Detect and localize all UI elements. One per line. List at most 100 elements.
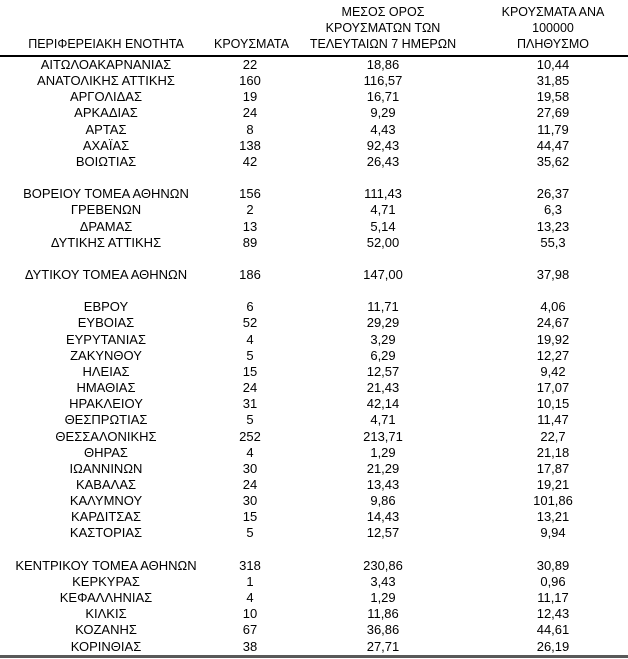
cell-cases: 6 bbox=[246, 299, 254, 315]
cell-per100k: 13,21 bbox=[536, 509, 570, 525]
table-row: ΑΧΑΪΑΣ 138 92,43 44,47 bbox=[0, 138, 628, 154]
table-row: ΚΕΝΤΡΙΚΟΥ ΤΟΜΕΑ ΑΘΗΝΩΝ 318 230,86 30,89 bbox=[0, 558, 628, 574]
table-row: ΕΥΡΥΤΑΝΙΑΣ 4 3,29 19,92 bbox=[0, 332, 628, 348]
cell-region: ΚΑΒΑΛΑΣ bbox=[75, 477, 137, 493]
cell-cases: 15 bbox=[242, 509, 258, 525]
cell-per100k: 19,58 bbox=[536, 89, 570, 105]
cell-per100k: 11,47 bbox=[537, 412, 569, 428]
table-row: ΒΟΡΕΙΟΥ ΤΟΜΕΑ ΑΘΗΝΩΝ 156 111,43 26,37 bbox=[0, 186, 628, 202]
cell-cases: 24 bbox=[242, 105, 258, 121]
cell-avg7: 36,86 bbox=[366, 622, 400, 638]
cell-cases: 67 bbox=[242, 622, 258, 638]
cell-per100k: 55,3 bbox=[540, 234, 566, 250]
table-row: ΔΡΑΜΑΣ 13 5,14 13,23 bbox=[0, 219, 628, 235]
table-row: ΚΑΛΥΜΝΟΥ 30 9,86 101,86 bbox=[0, 493, 628, 509]
cell-region: ΘΗΡΑΣ bbox=[84, 444, 128, 460]
cell-region: ΖΑΚΥΝΘΟΥ bbox=[70, 347, 142, 363]
cell-region: ΒΟΡΕΙΟΥ ΤΟΜΕΑ ΑΘΗΝΩΝ bbox=[23, 186, 189, 202]
table-row: ΚΙΛΚΙΣ 10 11,86 12,43 bbox=[0, 606, 628, 622]
cell-cases: 2 bbox=[246, 202, 254, 218]
cell-per100k: 31,85 bbox=[536, 73, 570, 89]
column-header-avg7: ΜΕΣΟΣ ΟΡΟΣ ΚΡΟΥΣΜΑΤΩΝ ΤΩΝ ΤΕΛΕΥΤΑΙΩΝ 7 Η… bbox=[288, 0, 478, 57]
cell-region: ΒΟΙΩΤΙΑΣ bbox=[75, 153, 137, 169]
cell-per100k: 26,19 bbox=[536, 638, 570, 654]
cell-avg7: 213,71 bbox=[363, 428, 403, 444]
cell-region: ΚΟΡΙΝΘΙΑΣ bbox=[70, 638, 142, 654]
cell-cases: 42 bbox=[242, 153, 258, 169]
spacer-row bbox=[0, 542, 628, 558]
cell-avg7: 116,57 bbox=[363, 73, 403, 89]
column-header-per100k: ΚΡΟΥΣΜΑΤΑ ΑΝΑ 100000 ΠΛΗΘΥΣΜΟ bbox=[478, 0, 628, 57]
cell-per100k: 12,43 bbox=[536, 606, 570, 622]
table-header: ΠΕΡΙΦΕΡΕΙΑΚΗ ΕΝΟΤΗΤΑ ΚΡΟΥΣΜΑΤΑ ΜΕΣΟΣ ΟΡΟ… bbox=[0, 0, 628, 57]
cell-per100k: 24,67 bbox=[536, 315, 570, 331]
table-row: ΑΙΤΩΛΟΑΚΑΡΝΑΝΙΑΣ 22 18,86 10,44 bbox=[0, 56, 628, 73]
spacer-row bbox=[0, 251, 628, 267]
cell-avg7: 18,86 bbox=[366, 57, 400, 72]
cell-avg7: 21,43 bbox=[366, 380, 400, 396]
table-row: ΗΡΑΚΛΕΙΟΥ 31 42,14 10,15 bbox=[0, 396, 628, 412]
cell-avg7: 9,29 bbox=[370, 105, 396, 121]
cell-per100k: 10,44 bbox=[536, 57, 570, 72]
cell-avg7: 27,71 bbox=[366, 638, 400, 654]
cell-cases: 15 bbox=[242, 363, 258, 379]
cell-cases: 19 bbox=[242, 89, 258, 105]
cell-region: ΑΡΓΟΛΙΔΑΣ bbox=[69, 89, 143, 105]
cell-cases: 13 bbox=[242, 218, 258, 234]
cell-region: ΕΥΒΟΙΑΣ bbox=[77, 315, 135, 331]
cell-region: ΑΙΤΩΛΟΑΚΑΡΝΑΝΙΑΣ bbox=[40, 57, 172, 72]
cell-region bbox=[0, 251, 212, 267]
table-row: ΑΝΑΤΟΛΙΚΗΣ ΑΤΤΙΚΗΣ 160 116,57 31,85 bbox=[0, 73, 628, 89]
cell-cases: 52 bbox=[242, 315, 258, 331]
cell-region: ΚΕΡΚΥΡΑΣ bbox=[72, 573, 140, 589]
cell-region: ΗΜΑΘΙΑΣ bbox=[76, 380, 136, 396]
cell-avg7: 1,29 bbox=[370, 444, 396, 460]
column-header-region: ΠΕΡΙΦΕΡΕΙΑΚΗ ΕΝΟΤΗΤΑ bbox=[0, 0, 212, 57]
cell-cases: 5 bbox=[246, 347, 254, 363]
cell-avg7: 12,57 bbox=[366, 363, 400, 379]
cell-region: ΚΕΝΤΡΙΚΟΥ ΤΟΜΕΑ ΑΘΗΝΩΝ bbox=[15, 557, 197, 573]
cell-avg7: 4,71 bbox=[370, 202, 396, 218]
table-row: ΙΩΑΝΝΙΝΩΝ 30 21,29 17,87 bbox=[0, 461, 628, 477]
cell-cases: 31 bbox=[242, 396, 258, 412]
header-row: ΠΕΡΙΦΕΡΕΙΑΚΗ ΕΝΟΤΗΤΑ ΚΡΟΥΣΜΑΤΑ ΜΕΣΟΣ ΟΡΟ… bbox=[0, 0, 628, 57]
cell-avg7: 4,43 bbox=[370, 121, 396, 137]
cell-per100k bbox=[478, 283, 628, 299]
table-row: ΖΑΚΥΝΘΟΥ 5 6,29 12,27 bbox=[0, 348, 628, 364]
cell-region: ΘΕΣΣΑΛΟΝΙΚΗΣ bbox=[55, 428, 157, 444]
cell-cases: 30 bbox=[242, 460, 258, 476]
cell-per100k: 21,18 bbox=[536, 444, 570, 460]
cell-per100k: 35,62 bbox=[536, 153, 570, 169]
cell-per100k: 37,98 bbox=[536, 267, 570, 282]
cell-cases bbox=[212, 283, 288, 299]
cell-per100k: 4,06 bbox=[540, 299, 566, 315]
cell-avg7: 11,71 bbox=[367, 299, 399, 315]
cell-cases: 160 bbox=[239, 73, 261, 89]
cell-avg7: 29,29 bbox=[366, 315, 400, 331]
cell-avg7: 16,71 bbox=[366, 89, 400, 105]
table-row: ΘΕΣΠΡΩΤΙΑΣ 5 4,71 11,47 bbox=[0, 412, 628, 428]
cell-per100k: 17,07 bbox=[536, 380, 570, 396]
cell-per100k: 11,17 bbox=[537, 590, 569, 606]
cell-avg7: 13,43 bbox=[366, 477, 400, 493]
cell-avg7: 230,86 bbox=[363, 557, 403, 573]
cell-region: ΔΥΤΙΚΟΥ ΤΟΜΕΑ ΑΘΗΝΩΝ bbox=[24, 267, 188, 282]
cell-per100k: 10,15 bbox=[536, 396, 570, 412]
cell-per100k: 26,37 bbox=[536, 186, 570, 202]
cell-avg7: 147,00 bbox=[363, 267, 403, 282]
cell-cases: 4 bbox=[246, 331, 254, 347]
cell-avg7: 4,71 bbox=[370, 412, 396, 428]
cell-region: ΚΑΛΥΜΝΟΥ bbox=[69, 493, 143, 509]
cell-cases bbox=[212, 542, 288, 558]
cell-avg7 bbox=[288, 283, 478, 299]
table-row: ΚΕΡΚΥΡΑΣ 1 3,43 0,96 bbox=[0, 574, 628, 590]
cell-avg7: 12,57 bbox=[366, 525, 400, 541]
cell-per100k: 12,27 bbox=[536, 347, 570, 363]
table-row: ΚΑΒΑΛΑΣ 24 13,43 19,21 bbox=[0, 477, 628, 493]
cell-cases: 38 bbox=[242, 638, 258, 654]
cell-cases: 5 bbox=[246, 525, 254, 541]
cell-per100k bbox=[478, 251, 628, 267]
cell-cases: 1 bbox=[246, 573, 254, 589]
table-row: ΑΡΤΑΣ 8 4,43 11,79 bbox=[0, 122, 628, 138]
cell-region: ΑΡΚΑΔΙΑΣ bbox=[74, 105, 138, 121]
